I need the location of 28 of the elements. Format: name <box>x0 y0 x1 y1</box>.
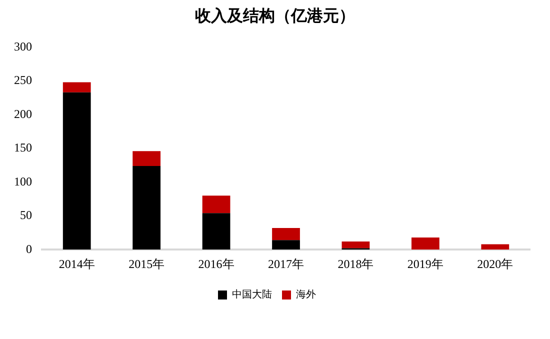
x-tick-label: 2015年 <box>128 256 165 271</box>
bar <box>202 196 230 214</box>
legend-label: 中国大陆 <box>232 288 272 301</box>
bar <box>132 151 161 166</box>
x-tick-label: 2019年 <box>407 256 444 271</box>
x-tick-label: 2020年 <box>477 256 514 271</box>
y-tick-label: 150 <box>14 140 32 155</box>
bar <box>62 82 91 92</box>
legend-label: 海外 <box>296 288 316 301</box>
bar <box>272 240 300 250</box>
x-tick-label: 2014年 <box>58 256 95 271</box>
x-tick-label: 2018年 <box>338 256 374 271</box>
bar <box>132 166 161 250</box>
bar <box>272 228 300 240</box>
bar <box>342 242 370 248</box>
bar <box>481 244 510 250</box>
y-tick-label: 300 <box>14 39 32 54</box>
y-tick-label: 100 <box>14 174 32 188</box>
bar <box>62 92 91 250</box>
chart-title: 收入及结构（亿港元） <box>194 6 356 27</box>
y-tick-label: 0 <box>26 242 32 256</box>
x-tick-label: 2016年 <box>198 256 234 271</box>
y-tick-label: 250 <box>14 73 32 88</box>
y-tick-label: 200 <box>14 106 32 121</box>
y-tick-label: 50 <box>20 208 32 222</box>
bar <box>202 213 230 250</box>
bar <box>411 237 440 250</box>
x-tick-label: 2017年 <box>268 256 304 271</box>
